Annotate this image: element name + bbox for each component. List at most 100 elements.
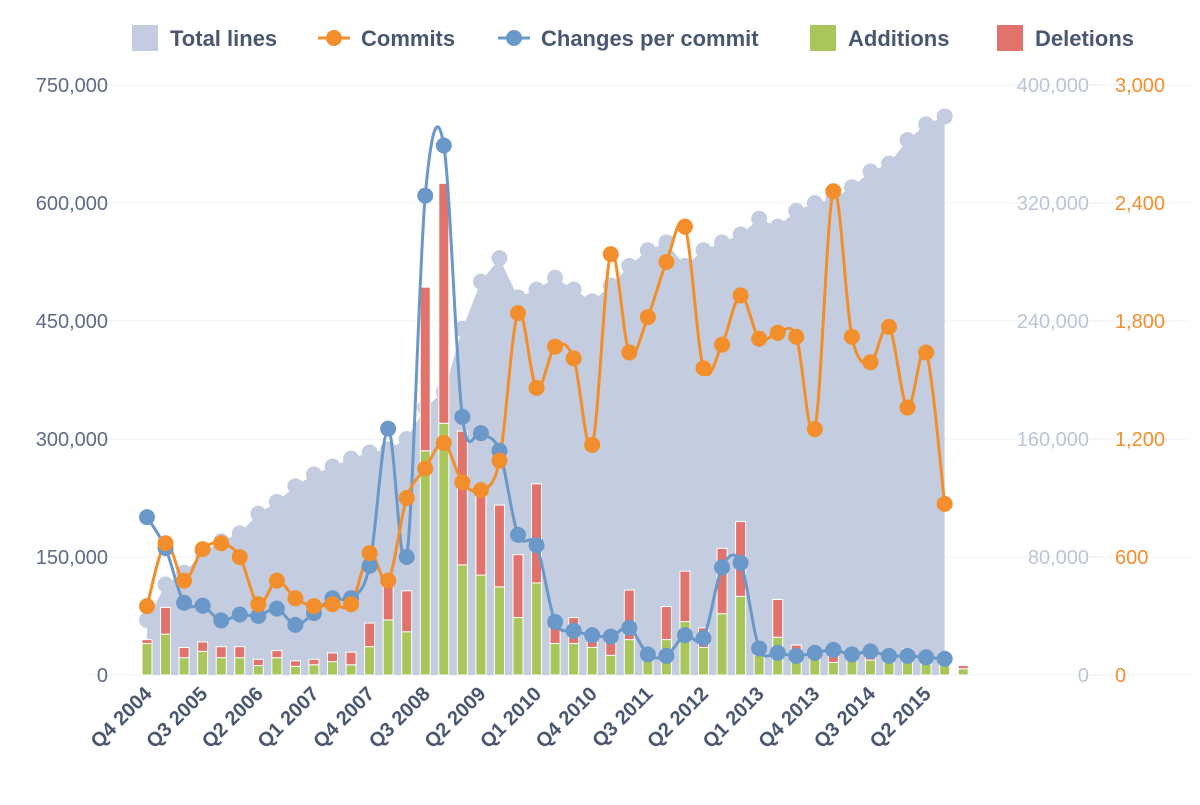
- commits-point: [565, 350, 582, 367]
- changes-per-commit-point: [788, 647, 805, 664]
- total-lines-point: [843, 179, 860, 196]
- commits-point: [621, 344, 638, 361]
- changes-per-commit-point: [769, 644, 786, 661]
- right-axis-tick: 2,400: [1115, 193, 1165, 215]
- commits-point: [751, 330, 768, 347]
- commits-point: [361, 545, 378, 562]
- total-lines-point: [472, 273, 489, 290]
- deletions-bar: [475, 484, 487, 576]
- total-lines-point: [899, 132, 916, 149]
- total-lines-point: [881, 155, 897, 172]
- legend-swatch: [810, 25, 836, 51]
- right-axis-tick: 600: [1115, 547, 1148, 569]
- legend: Total lines Commits Changes per commit Addi…: [132, 25, 1134, 51]
- additions-bar: [456, 564, 468, 676]
- legend-label: Deletions: [1035, 26, 1134, 51]
- changes-per-commit-point: [380, 420, 397, 437]
- additions-bar: [197, 650, 209, 676]
- middle-axis-tick: 320,000: [1017, 193, 1089, 215]
- total-lines-point: [361, 444, 378, 461]
- legend-item[interactable]: Additions: [810, 25, 949, 51]
- commits-point: [417, 460, 434, 477]
- commits-point: [398, 490, 415, 506]
- commits-point: [825, 183, 842, 200]
- deletions-bar: [178, 646, 190, 659]
- changes-per-commit-point: [435, 137, 452, 154]
- legend-swatch: [997, 25, 1023, 51]
- legend-item[interactable]: Commits: [318, 26, 455, 51]
- deletions-bar: [234, 646, 246, 659]
- changes-per-commit-point: [250, 608, 267, 624]
- commits-point: [491, 452, 508, 469]
- x-axis-tick: Q2 2015: [866, 683, 936, 753]
- commits-point: [936, 495, 953, 512]
- commits-point: [881, 318, 897, 335]
- additions-bar: [345, 664, 357, 676]
- commits-point: [287, 590, 304, 607]
- middle-axis-tick: 240,000: [1017, 311, 1089, 333]
- changes-per-commit-point: [806, 644, 823, 661]
- deletions-bar: [456, 430, 468, 566]
- total-lines-point: [305, 466, 322, 483]
- commits-point: [435, 434, 452, 451]
- changes-per-commit-point: [417, 187, 434, 204]
- additions-bar: [308, 664, 320, 676]
- additions-bar: [512, 617, 524, 676]
- total-lines-point: [547, 269, 564, 286]
- commits-point: [380, 572, 397, 589]
- additions-bar: [475, 574, 487, 676]
- commits-point: [139, 598, 155, 615]
- changes-per-commit-point: [287, 616, 304, 633]
- deletions-bar: [345, 651, 357, 666]
- changes-per-commit-point: [658, 647, 675, 664]
- additions-bar: [289, 665, 301, 676]
- commits-point: [231, 549, 248, 565]
- total-lines-point: [454, 320, 471, 337]
- additions-bar: [549, 643, 561, 676]
- deletions-bar: [289, 660, 301, 667]
- commits-point: [732, 287, 749, 304]
- total-lines-point: [639, 242, 656, 259]
- deletions-bar: [660, 606, 672, 641]
- additions-bar: [623, 639, 635, 676]
- changes-per-commit-point: [899, 647, 916, 664]
- middle-axis-tick: 80,000: [1028, 547, 1089, 569]
- deletions-bar: [772, 598, 784, 638]
- additions-bar: [141, 643, 153, 676]
- changes-per-commit-point: [213, 612, 230, 629]
- commits-point: [528, 379, 545, 396]
- x-axis-tick: Q4 2010: [532, 683, 602, 753]
- deletions-bar: [382, 584, 394, 621]
- commits-point: [194, 541, 211, 558]
- total-lines-point: [268, 493, 285, 510]
- changes-per-commit-point: [510, 526, 526, 543]
- line-series: [139, 125, 953, 667]
- total-lines-point: [695, 242, 712, 259]
- additions-bar: [234, 657, 246, 676]
- commits-point: [658, 254, 675, 270]
- total-lines-point: [565, 281, 582, 298]
- changes-per-commit-point: [454, 408, 471, 425]
- changes-per-commit-point: [547, 613, 564, 630]
- legend-item[interactable]: Changes per commit: [498, 26, 759, 51]
- commits-point: [769, 324, 786, 341]
- right-axis-tick: 3,000: [1115, 75, 1165, 97]
- additions-bar: [215, 657, 227, 676]
- changes-per-commit-point: [602, 628, 619, 645]
- changes-per-commit-point: [714, 559, 731, 576]
- legend-item[interactable]: Deletions: [997, 25, 1134, 51]
- legend-item[interactable]: Total lines: [132, 25, 277, 51]
- changes-per-commit-point: [676, 627, 693, 644]
- total-lines-point: [918, 116, 935, 133]
- commits-point: [510, 305, 526, 322]
- additions-bar: [438, 422, 450, 676]
- total-lines-point: [157, 576, 174, 593]
- deletions-bar: [327, 652, 338, 663]
- total-lines-point: [584, 293, 601, 310]
- right-axis-tick: 0: [1115, 665, 1126, 687]
- additions-bar: [698, 646, 709, 676]
- total-lines-point: [528, 281, 545, 298]
- commits-point: [584, 436, 601, 453]
- right-axis-tick: 1,800: [1115, 311, 1165, 333]
